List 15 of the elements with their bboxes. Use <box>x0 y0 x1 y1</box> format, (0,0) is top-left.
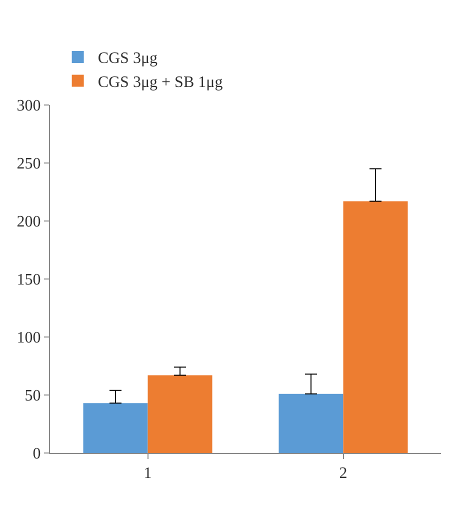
bar <box>83 403 148 453</box>
y-tick-label: 50 <box>24 388 41 405</box>
bar <box>278 394 344 453</box>
y-tick-label: 150 <box>16 272 41 289</box>
legend-label: CGS 3μg <box>98 50 158 68</box>
x-tick-label: 1 <box>144 465 152 482</box>
legend-label: CGS 3μg + SB 1μg <box>98 74 223 91</box>
y-tick-label: 100 <box>16 330 41 347</box>
y-tick-label: 200 <box>16 214 41 231</box>
y-tick-label: 300 <box>16 98 41 115</box>
y-tick-label: 0 <box>32 446 41 463</box>
x-tick-label: 2 <box>339 465 348 482</box>
bar <box>343 201 408 453</box>
bar <box>148 375 212 453</box>
y-tick-label: 250 <box>16 156 41 173</box>
